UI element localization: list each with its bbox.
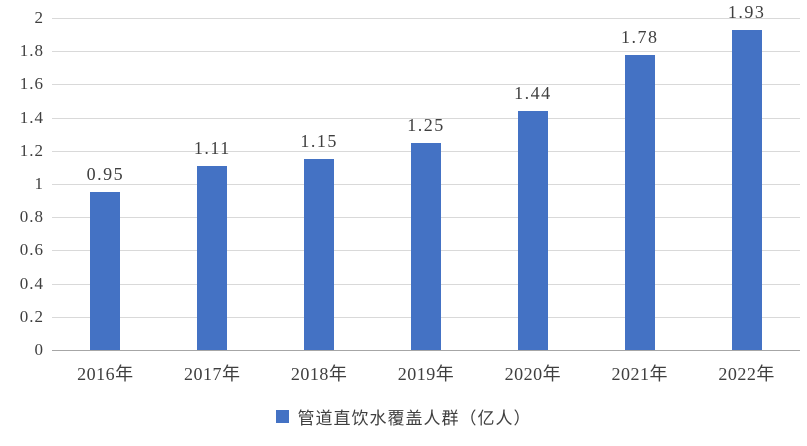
y-tick-label: 2: [34, 8, 44, 27]
bar-value-label: 1.25: [407, 114, 445, 135]
bar-value-label: 1.11: [193, 137, 231, 158]
bar-value-label: 1.78: [620, 26, 659, 47]
bar-2019年: [411, 142, 441, 350]
gridline: [52, 18, 800, 19]
y-tick-label: 1: [34, 174, 44, 193]
y-tick-label: 0.2: [19, 306, 44, 326]
legend: 管道直饮水覆盖人群（亿人）: [0, 404, 807, 429]
y-tick-label: 0.4: [19, 273, 44, 293]
y-tick-label: 1.6: [19, 74, 44, 94]
gridline: [52, 84, 800, 86]
plot-area: 0.95 1.11 1.15 1.25 1.44 1.78 1.93: [52, 2, 800, 351]
bar-2017年: [197, 165, 228, 350]
gridline: [52, 51, 800, 53]
bar-2022年: [731, 29, 762, 350]
y-tick-label: 1.8: [19, 41, 44, 61]
bar-value-label: 1.15: [300, 131, 338, 152]
gridline: [52, 117, 800, 119]
bar-value-label: 1.44: [514, 82, 552, 103]
x-tick-label: 2017年: [184, 364, 241, 384]
bar-2020年: [517, 110, 548, 350]
x-tick-label: 2019年: [397, 364, 455, 384]
bar-value-label: 0.95: [86, 164, 125, 185]
x-axis-line: [52, 350, 800, 351]
bar-2016年: [90, 192, 121, 350]
x-tick-label: 2018年: [290, 364, 348, 384]
y-tick-label: 0.8: [19, 207, 44, 227]
y-tick-label: 1.4: [19, 107, 44, 127]
bar-value-label: 1.93: [727, 1, 766, 22]
x-tick-label: 2022年: [718, 364, 775, 384]
x-tick-label: 2016年: [77, 364, 134, 384]
y-tick-label: 0.6: [19, 240, 44, 260]
bar-2018年: [304, 159, 335, 350]
bar-2021年: [624, 54, 655, 350]
y-tick-label: 0: [34, 340, 44, 359]
legend-label: 管道直饮水覆盖人群（亿人）: [297, 409, 532, 428]
x-tick-label: 2021年: [611, 364, 668, 384]
y-tick-label: 1.2: [19, 140, 44, 160]
legend-swatch-icon: [275, 410, 289, 423]
x-tick-label: 2020年: [504, 364, 562, 384]
